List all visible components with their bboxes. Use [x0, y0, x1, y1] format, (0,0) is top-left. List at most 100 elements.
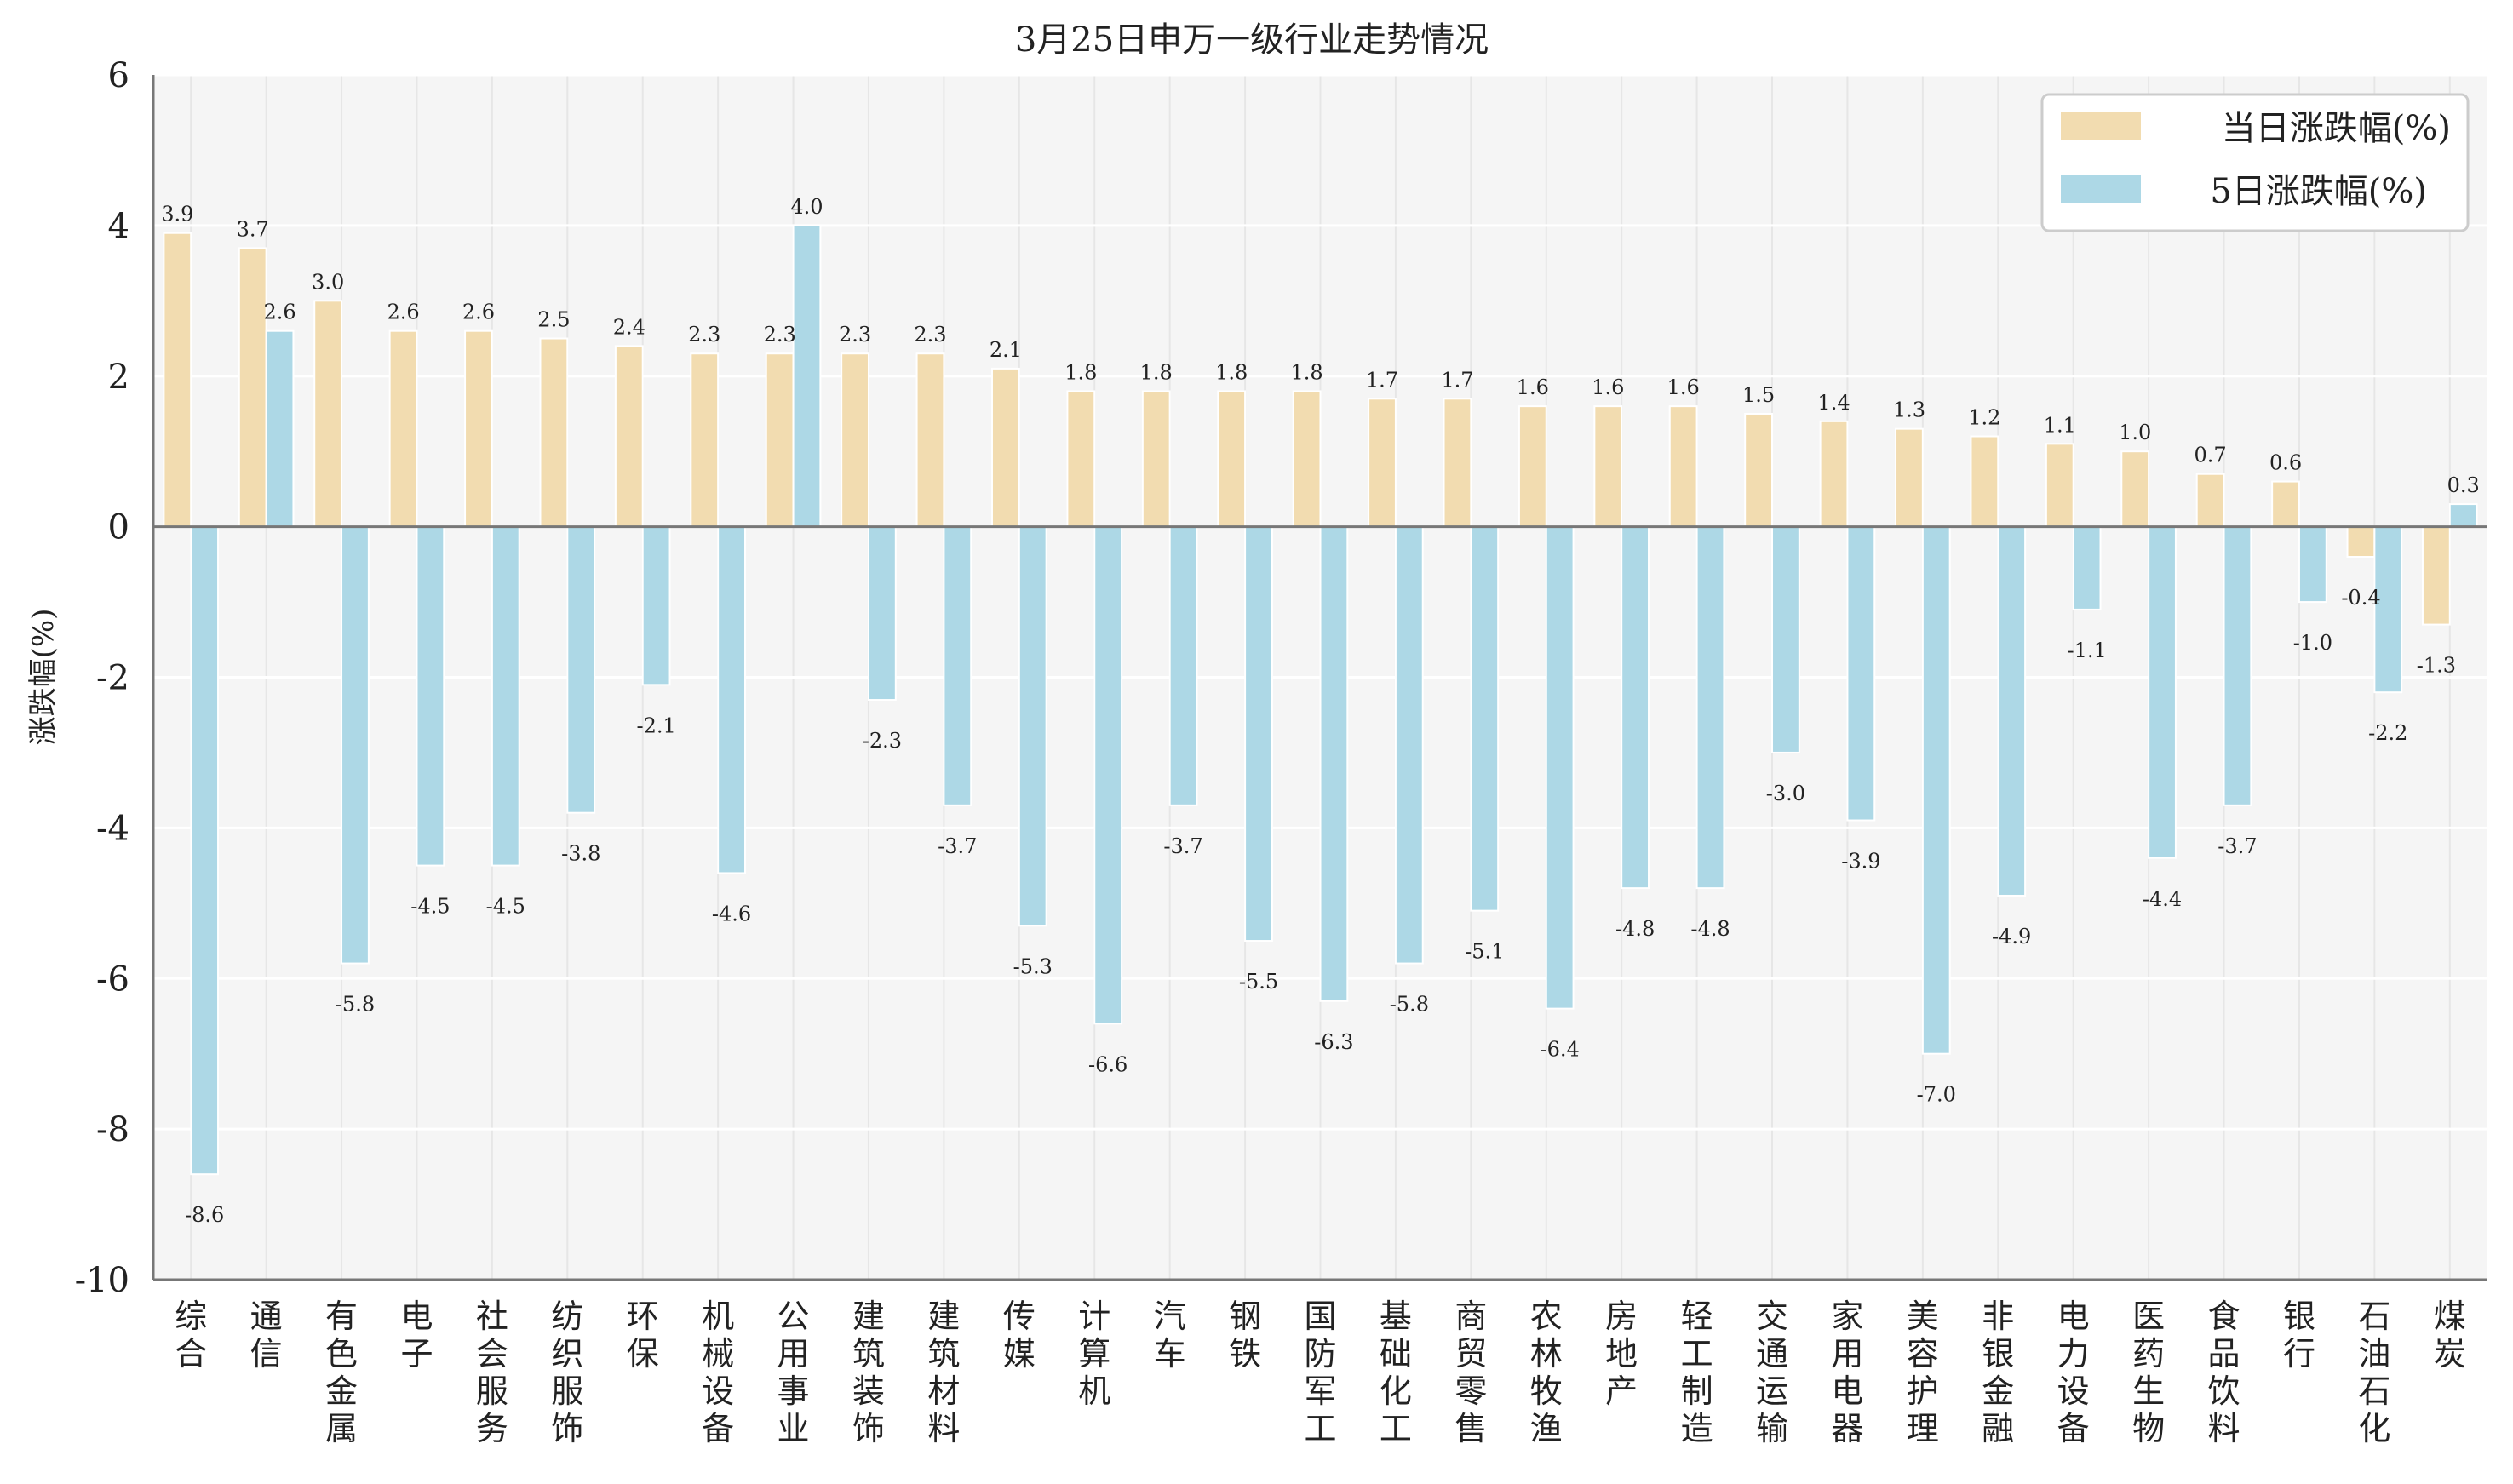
data-labels-group: 3.9 3.7 3.0 2.6 2.6 2.5 2.4 2.3 2.3 2.3 2.3 2.1 1.8 1… [161, 195, 2480, 1227]
data-label-5day: -4.6 [712, 902, 751, 925]
y-tick-label: -10 [75, 1261, 129, 1300]
x-tick-label: 机械设备 [702, 1298, 734, 1447]
bar-5day [1168, 525, 1198, 806]
data-label-5day: -2.1 [637, 713, 676, 737]
bar-5day [717, 525, 746, 874]
bar-daily [2271, 480, 2300, 528]
data-label-daily: 1.8 [1290, 360, 1322, 384]
bar-5day [792, 224, 822, 528]
y-tick-label: -4 [96, 809, 129, 848]
x-tick-label: 医药生物 [2132, 1298, 2165, 1447]
bar-daily [2421, 525, 2451, 626]
bar-5day [265, 329, 295, 528]
bar-5day [1921, 525, 1951, 1055]
x-tick-label: 传媒 [1003, 1298, 1036, 1372]
bar-5day [566, 525, 596, 814]
bar-5day [2298, 525, 2327, 604]
data-label-daily: 1.2 [1968, 406, 2000, 430]
bar-daily [2346, 525, 2376, 558]
bar-5day [416, 525, 445, 867]
bar-daily [915, 352, 945, 528]
data-label-5day: -3.7 [938, 834, 977, 858]
bar-daily [1593, 405, 1623, 528]
x-tick-label: 煤炭 [2434, 1298, 2466, 1372]
bars-group [163, 224, 2478, 1176]
legend-swatch-5day [2061, 175, 2141, 203]
data-label-5day: -4.5 [486, 895, 525, 919]
x-tick-label: 农林牧渔 [1530, 1298, 1563, 1447]
x-tick-label: 建筑材料 [927, 1298, 960, 1447]
bar-5day [1695, 525, 1725, 890]
bar-daily [388, 329, 418, 528]
data-label-daily: 1.8 [1064, 360, 1097, 384]
x-tick-label: 商贸零售 [1454, 1298, 1487, 1447]
x-tick-label: 建筑装饰 [852, 1298, 885, 1447]
bar-5day [1997, 525, 2027, 897]
data-label-daily: 2.3 [839, 323, 871, 347]
data-label-5day: -2.2 [2368, 721, 2407, 745]
y-axis-label: 涨跌幅(%) [26, 609, 60, 746]
x-tick-label: 基础化工 [1380, 1298, 1412, 1447]
data-label-daily: 3.0 [312, 270, 344, 294]
data-label-daily: 1.7 [1441, 368, 1473, 392]
legend-swatch-daily [2061, 112, 2141, 140]
bar-daily [1668, 405, 1698, 528]
data-label-daily: 3.7 [237, 217, 269, 241]
bar-5day [2148, 525, 2177, 859]
data-label-daily: 1.8 [1140, 360, 1173, 384]
x-tick-label: 石油石化 [2358, 1298, 2390, 1447]
data-label-5day: -5.8 [1390, 993, 1429, 1017]
bar-daily [1744, 412, 1774, 528]
legend-label-daily: 当日涨跌幅(%) [2222, 109, 2451, 148]
data-label-5day: 2.6 [263, 301, 295, 324]
data-label-5day: -3.0 [1766, 782, 1805, 805]
data-label-5day: -6.4 [1541, 1038, 1580, 1062]
data-label-daily: 2.5 [537, 308, 570, 332]
x-tick-label: 电子 [400, 1298, 433, 1372]
data-label-daily: 2.6 [387, 301, 419, 324]
data-label-5day: -3.7 [2218, 834, 2257, 858]
x-tick-label: 有色金属 [325, 1298, 358, 1447]
bar-daily [1819, 420, 1849, 528]
bar-5day [1545, 525, 1575, 1010]
data-label-daily: 1.6 [1592, 375, 1624, 399]
bar-daily [464, 329, 493, 528]
x-tick-label: 通信 [250, 1298, 283, 1372]
bar-daily [690, 352, 720, 528]
bar-5day [2373, 525, 2403, 694]
data-label-daily: 1.6 [1667, 375, 1700, 399]
data-label-daily: 2.6 [462, 301, 495, 324]
bar-5day [1470, 525, 1500, 912]
bar-5day [2072, 525, 2102, 610]
bar-daily [163, 232, 192, 528]
bar-daily [841, 352, 869, 528]
bar-daily [539, 337, 569, 528]
x-tick-label: 环保 [627, 1298, 659, 1372]
bar-daily [1217, 390, 1247, 528]
y-tick-labels: 6 4 2 0 -2 -4 -6 -8 -10 [75, 56, 129, 1300]
data-label-5day: -5.8 [336, 993, 375, 1017]
data-label-5day: 0.3 [2447, 473, 2480, 497]
x-tick-label: 非银金融 [1982, 1298, 2014, 1447]
x-tick-label: 房地产 [1605, 1298, 1638, 1410]
data-label-daily: 2.3 [914, 323, 946, 347]
bar-5day [641, 525, 671, 686]
y-tick-label: 4 [108, 207, 129, 246]
data-label-5day: -7.0 [1917, 1083, 1956, 1107]
data-label-daily: 1.3 [1893, 398, 1925, 422]
bar-5day [867, 525, 897, 702]
y-tick-label: 6 [108, 56, 129, 95]
x-tick-label: 银行 [2283, 1298, 2315, 1372]
data-label-daily: 2.1 [990, 338, 1022, 362]
data-label-5day: -5.1 [1465, 940, 1504, 964]
bar-daily [313, 300, 343, 528]
x-tick-label: 公用事业 [777, 1298, 810, 1447]
data-label-daily: 2.3 [688, 323, 720, 347]
x-tick-label: 钢铁 [1229, 1298, 1261, 1372]
bar-5day [2448, 503, 2478, 528]
bar-daily [2120, 450, 2150, 528]
x-tick-label: 国防军工 [1304, 1298, 1336, 1447]
data-label-5day: -4.8 [1690, 917, 1730, 941]
bar-daily [1443, 398, 1472, 528]
